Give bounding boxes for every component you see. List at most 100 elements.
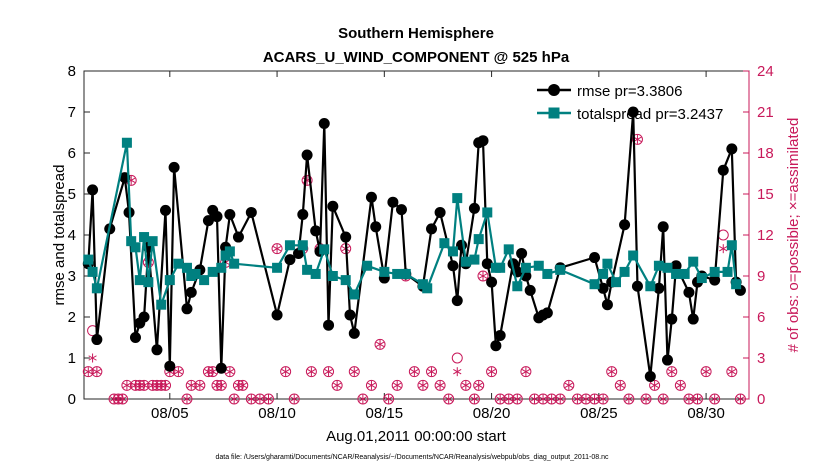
y-right-tick-label: 9	[757, 268, 765, 285]
series-totalspread-point	[199, 275, 210, 286]
series-rmse-point	[323, 319, 335, 331]
series-totalspread-point	[392, 268, 403, 279]
obs-assimilated-marker	[719, 244, 728, 254]
obs-assimilated-marker	[547, 394, 556, 404]
obs-possible-marker	[181, 393, 193, 405]
series-rmse-point	[340, 231, 352, 243]
x-tick-label: 08/25	[580, 405, 618, 422]
series-rmse-point	[524, 284, 536, 296]
obs-possible-marker	[91, 366, 103, 378]
obs-possible-marker	[563, 379, 575, 391]
y-left-tick-label: 3	[68, 268, 76, 285]
obs-assimilated-marker	[435, 380, 445, 390]
obs-possible-marker	[348, 366, 360, 378]
series-rmse-point	[87, 184, 99, 196]
obs-assimilated-marker	[118, 394, 127, 404]
obs-assimilated-marker	[324, 367, 333, 377]
series-totalspread-point	[164, 275, 175, 286]
series-layer	[82, 106, 746, 382]
series-totalspread-point	[310, 268, 321, 279]
legend-totalspread-marker	[548, 107, 560, 119]
series-totalspread-point	[662, 262, 673, 273]
series-rmse-point	[657, 221, 669, 233]
obs-assimilated-marker	[375, 339, 385, 349]
obs-possible-marker	[417, 379, 429, 391]
obs-possible-marker	[734, 393, 746, 405]
obs-possible-marker	[683, 393, 695, 405]
obs-possible-marker	[520, 366, 532, 378]
series-rmse-point	[627, 106, 639, 118]
y-right-tick-label: 3	[757, 350, 765, 367]
x-tick-label: 08/05	[151, 405, 189, 422]
series-totalspread-point	[229, 258, 240, 269]
series-totalspread-point	[495, 262, 506, 273]
obs-assimilated-marker	[410, 367, 419, 377]
series-rmse-point	[494, 329, 506, 341]
obs-possible-marker	[460, 379, 472, 391]
series-rmse-point	[601, 299, 613, 311]
obs-assimilated-marker	[238, 380, 247, 390]
series-rmse-point	[709, 274, 721, 286]
obs-possible-marker	[172, 366, 184, 378]
series-rmse-point	[426, 223, 438, 235]
series-rmse-point	[318, 117, 330, 129]
obs-assimilated-marker	[676, 380, 685, 390]
series-rmse-point	[151, 344, 163, 356]
series-rmse-point	[477, 135, 489, 147]
obs-assimilated-marker	[384, 394, 393, 404]
series-totalspread-point	[147, 236, 158, 247]
obs-possible-marker	[503, 393, 515, 405]
obs-assimilated-marker	[616, 380, 625, 390]
series-rmse-point	[687, 313, 699, 325]
obs-possible-marker	[554, 393, 566, 405]
obs-possible-marker	[623, 393, 635, 405]
series-totalspread-point	[653, 260, 664, 271]
series-totalspread-point	[645, 281, 656, 292]
legend: rmse pr=3.3806 totalspread pr=3.2437	[537, 83, 723, 123]
y-left-tick-label: 2	[68, 309, 76, 326]
series-rmse-point	[327, 200, 339, 212]
series-rmse-point	[597, 282, 609, 294]
obs-possible-marker	[726, 366, 738, 378]
obs-possible-marker	[614, 379, 626, 391]
obs-possible-marker	[301, 174, 313, 186]
obs-assimilated-marker	[418, 380, 428, 390]
obs-assimilated-marker	[667, 367, 676, 377]
obs-possible-marker	[451, 352, 463, 364]
series-totalspread-point	[121, 137, 132, 148]
series-totalspread-point	[731, 279, 742, 290]
obs-assimilated-marker	[161, 380, 170, 390]
series-totalspread-point	[207, 266, 218, 277]
series-rmse-point	[516, 247, 528, 259]
obs-possible-marker	[280, 366, 292, 378]
obs-assimilated-marker	[736, 394, 745, 404]
obs-assimilated-marker	[478, 271, 488, 281]
obs-assimilated-marker	[290, 394, 299, 404]
obs-possible-marker	[494, 393, 506, 405]
y-right-tick-label: 12	[757, 227, 774, 244]
series-totalspread-point	[688, 256, 699, 267]
series-totalspread-point	[439, 238, 450, 249]
series-totalspread-point	[362, 260, 373, 271]
series-rmse-point	[168, 161, 180, 173]
obs-possible-marker	[709, 393, 721, 405]
y-right-tick-label: 0	[757, 391, 765, 408]
series-totalspread-point	[297, 240, 308, 251]
series-totalspread-point	[482, 207, 493, 218]
series-rmse-point	[301, 149, 313, 161]
x-tick-label: 08/20	[473, 405, 511, 422]
obs-assimilated-marker	[504, 394, 513, 404]
obs-assimilated-marker	[84, 367, 93, 377]
series-totalspread-point	[134, 275, 145, 286]
y-left-tick-label: 7	[68, 104, 76, 121]
y-right-tick-label: 18	[757, 145, 774, 162]
y-left-tick-label: 6	[68, 145, 76, 162]
obs-possible-marker	[657, 393, 669, 405]
obs-assimilated-marker	[650, 380, 659, 390]
obs-assimilated-marker	[607, 367, 616, 377]
obs-assimilated-marker	[659, 394, 668, 404]
obs-assimilated-marker	[530, 394, 539, 404]
series-totalspread-point	[130, 242, 141, 253]
series-totalspread-point	[349, 289, 360, 300]
